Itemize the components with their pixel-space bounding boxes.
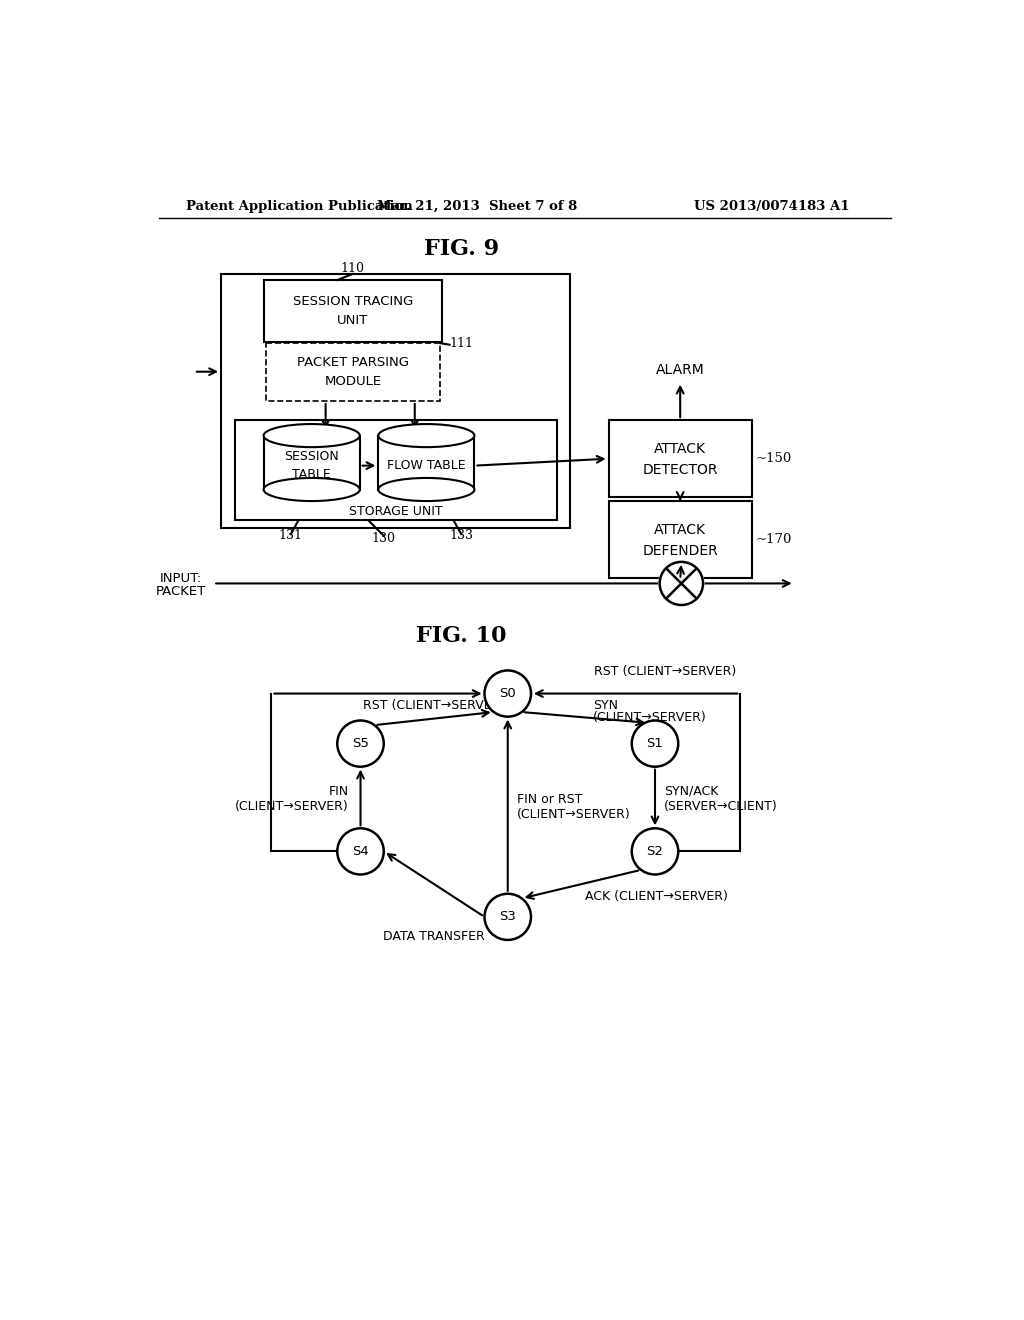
Text: SYN/ACK: SYN/ACK bbox=[665, 785, 719, 797]
Text: PACKET PARSING: PACKET PARSING bbox=[297, 356, 410, 370]
Text: ATTACK: ATTACK bbox=[654, 523, 707, 537]
Text: INPUT:: INPUT: bbox=[160, 572, 202, 585]
Text: 131: 131 bbox=[279, 529, 303, 543]
Text: S2: S2 bbox=[646, 845, 664, 858]
Text: Patent Application Publication: Patent Application Publication bbox=[186, 199, 413, 213]
Ellipse shape bbox=[263, 424, 359, 447]
Text: S4: S4 bbox=[352, 845, 369, 858]
Bar bbox=[263, 436, 359, 490]
Text: FIN: FIN bbox=[329, 785, 349, 797]
Text: (CLIENT→SERVER): (CLIENT→SERVER) bbox=[236, 800, 349, 813]
Text: DETECTOR: DETECTOR bbox=[642, 463, 718, 478]
Ellipse shape bbox=[263, 478, 359, 502]
Text: ATTACK: ATTACK bbox=[654, 442, 707, 457]
Text: S3: S3 bbox=[500, 911, 516, 924]
Bar bbox=[608, 420, 752, 498]
Circle shape bbox=[484, 671, 531, 717]
Circle shape bbox=[632, 829, 678, 874]
Bar bbox=[266, 343, 440, 401]
Text: TABLE: TABLE bbox=[292, 467, 331, 480]
Circle shape bbox=[484, 894, 531, 940]
Ellipse shape bbox=[378, 478, 474, 502]
Circle shape bbox=[337, 721, 384, 767]
Text: DEFENDER: DEFENDER bbox=[642, 544, 718, 558]
Text: FIN or RST: FIN or RST bbox=[517, 792, 583, 805]
Text: UNIT: UNIT bbox=[337, 314, 369, 326]
Circle shape bbox=[658, 560, 705, 607]
Text: ~170: ~170 bbox=[756, 533, 793, 546]
Text: MODULE: MODULE bbox=[325, 375, 382, 388]
Text: FLOW TABLE: FLOW TABLE bbox=[387, 459, 466, 473]
Bar bbox=[608, 502, 752, 578]
Bar bbox=[378, 436, 474, 490]
Text: FIG. 9: FIG. 9 bbox=[424, 238, 499, 260]
Text: (SERVER→CLIENT): (SERVER→CLIENT) bbox=[665, 800, 778, 813]
Text: RST (CLIENT→SERVER): RST (CLIENT→SERVER) bbox=[594, 665, 736, 678]
Text: STORAGE UNIT: STORAGE UNIT bbox=[349, 504, 442, 517]
Circle shape bbox=[337, 829, 384, 874]
Text: 111: 111 bbox=[450, 337, 474, 350]
Bar bbox=[263, 280, 442, 342]
Text: 130: 130 bbox=[372, 532, 395, 545]
Text: ACK (CLIENT→SERVER): ACK (CLIENT→SERVER) bbox=[586, 890, 728, 903]
Text: DATA TRANSFER: DATA TRANSFER bbox=[383, 929, 485, 942]
Bar bbox=[234, 420, 557, 520]
Text: (CLIENT→SERVER): (CLIENT→SERVER) bbox=[593, 711, 707, 723]
Text: ALARM: ALARM bbox=[655, 363, 705, 378]
Text: Mar. 21, 2013  Sheet 7 of 8: Mar. 21, 2013 Sheet 7 of 8 bbox=[377, 199, 577, 213]
Text: FIG. 10: FIG. 10 bbox=[416, 624, 507, 647]
Text: ~150: ~150 bbox=[756, 453, 792, 465]
Bar bbox=[221, 275, 569, 528]
Text: PACKET: PACKET bbox=[156, 585, 206, 598]
Text: 133: 133 bbox=[450, 529, 473, 543]
Text: SYN: SYN bbox=[593, 698, 618, 711]
Text: SESSION TRACING: SESSION TRACING bbox=[293, 296, 413, 308]
Text: S0: S0 bbox=[500, 686, 516, 700]
Text: RST (CLIENT→SERVER): RST (CLIENT→SERVER) bbox=[362, 698, 505, 711]
Text: S5: S5 bbox=[352, 737, 369, 750]
Text: 110: 110 bbox=[341, 261, 365, 275]
Text: US 2013/0074183 A1: US 2013/0074183 A1 bbox=[693, 199, 849, 213]
Circle shape bbox=[632, 721, 678, 767]
Text: SESSION: SESSION bbox=[285, 450, 339, 463]
Text: S1: S1 bbox=[646, 737, 664, 750]
Ellipse shape bbox=[378, 424, 474, 447]
Text: (CLIENT→SERVER): (CLIENT→SERVER) bbox=[517, 808, 631, 821]
